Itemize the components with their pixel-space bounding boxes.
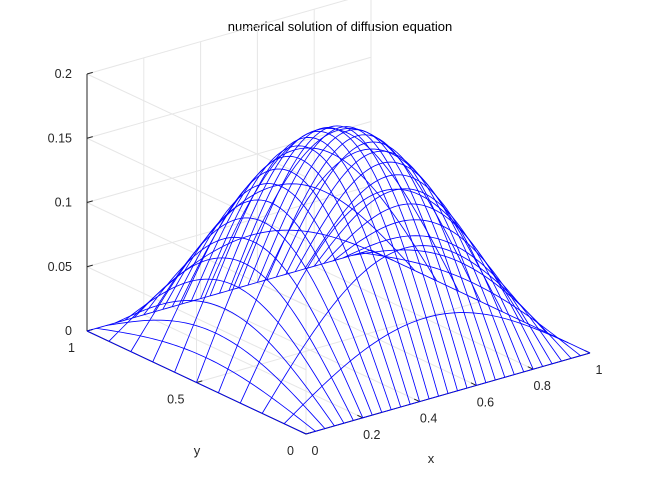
mesh-line-x-29: [361, 252, 581, 357]
mesh-line-y-8: [130, 183, 416, 352]
mesh-line-x-4: [124, 278, 345, 424]
mesh-line-x-16: [238, 125, 458, 391]
mesh-line-x-22: [294, 161, 515, 375]
xwall-grid-z-3: [86, 137, 307, 242]
z-tick-mark-2: [86, 200, 93, 203]
mesh-line-y-4: [218, 148, 503, 393]
z-tick-label-2: 0.1: [55, 196, 72, 210]
mesh-line-x-20: [275, 141, 496, 381]
mesh-line-x-15: [228, 127, 449, 394]
floor-grid-y-1: [196, 301, 481, 383]
z-tick-mark-3: [86, 136, 93, 139]
mesh-line-x-23: [304, 174, 525, 373]
mesh-line-x-12: [200, 145, 421, 402]
mesh-line-y-3: [239, 188, 525, 404]
y-tick-mark-1: [196, 380, 203, 383]
surface-mesh: [86, 125, 591, 435]
x-tick-label-5: 1: [596, 363, 603, 377]
chart-title: numerical solution of diffusion equation: [228, 19, 453, 34]
mesh-line-x-19: [266, 134, 487, 383]
mesh-line-x-27: [342, 235, 562, 362]
x-tick-label-3: 0.6: [477, 395, 494, 409]
ywall-grid-z-3: [86, 56, 372, 139]
x-tick-label-2: 0.4: [420, 412, 437, 426]
tick-labels: 0 0.2 0.4 0.6 0.8 1 0 0.5 1 0 0.05 0.1 0.15 0.2: [48, 67, 603, 458]
z-tick-label-3: 0.15: [48, 131, 72, 145]
x-tick-mark-1: [357, 414, 364, 419]
mesh-line-x-30: [370, 249, 591, 354]
x-tick-mark-4: [527, 366, 534, 370]
x-tick-mark-3: [470, 382, 477, 386]
mesh-line-x-5: [134, 257, 354, 421]
mesh-line-x-13: [209, 136, 430, 400]
y-tick-label-0: 0: [287, 444, 294, 458]
mesh-line-x-9: [171, 183, 392, 410]
mesh-line-y-5: [196, 128, 481, 383]
z-tick-mark-4: [86, 71, 93, 75]
mesh-line-x-21: [285, 150, 506, 378]
x-axis-label: x: [428, 451, 435, 466]
z-tick-label-4: 0.2: [55, 67, 72, 81]
mesh-line-x-3: [115, 300, 335, 427]
z-tick-label-0: 0: [65, 324, 72, 338]
y-tick-label-2: 1: [68, 341, 75, 355]
mesh-line-x-2: [105, 319, 326, 429]
z-tick-mark-1: [86, 264, 93, 268]
x-tick-label-4: 0.8: [534, 379, 551, 393]
axes: [86, 71, 591, 435]
z-tick-label-1: 0.05: [48, 260, 72, 274]
x-tick-label-0: 0: [312, 444, 319, 458]
mesh-line-x-28: [352, 249, 572, 359]
mesh-line-x-0: [86, 330, 307, 435]
y-axis-label: y: [194, 443, 201, 458]
grid-lines: [86, 0, 591, 435]
mesh-line-x-18: [257, 129, 477, 386]
mesh-line-x-26: [332, 219, 553, 365]
mesh-line-x-24: [313, 188, 534, 370]
ywall-grid-z-2: [86, 121, 372, 203]
mesh-line-x-8: [162, 199, 383, 413]
mesh-line-x-6: [143, 236, 364, 418]
mesh-line-x-1: [96, 327, 316, 432]
mesh-line-x-10: [181, 168, 402, 408]
x-tick-label-1: 0.2: [363, 428, 380, 442]
xwall-grid-z-4: [86, 73, 307, 178]
mesh-line-x-7: [152, 217, 373, 416]
mesh-line-x-14: [219, 130, 439, 397]
mesh-line-x-17: [247, 126, 468, 389]
mesh-line-x-11: [190, 155, 411, 405]
ywall-grid-z-1: [86, 185, 372, 268]
x-tick-mark-2: [413, 398, 420, 403]
ywall-grid-z-4: [86, 0, 349, 75]
mesh-line-x-25: [323, 203, 544, 367]
y-tick-label-1: 0.5: [167, 393, 184, 407]
